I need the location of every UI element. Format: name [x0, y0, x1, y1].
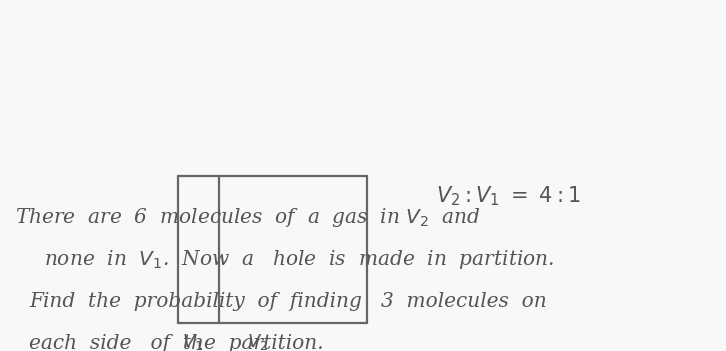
Text: none  in  $V_1$.  Now  a   hole  is  made  in  partition.: none in $V_1$. Now a hole is made in par… — [44, 248, 554, 271]
Text: Find  the  probability  of  finding   3  molecules  on: Find the probability of finding 3 molecu… — [29, 292, 547, 311]
Text: There  are  6  molecules  of  a  gas  in $V_2$  and: There are 6 molecules of a gas in $V_2$ … — [15, 206, 481, 229]
Text: each  side   of  the  partition.: each side of the partition. — [29, 335, 324, 351]
Text: $V_1$: $V_1$ — [182, 332, 203, 351]
Text: $V_2 : V_1\ =\ 4 : 1$: $V_2 : V_1\ =\ 4 : 1$ — [436, 185, 580, 208]
Text: $V_2$: $V_2$ — [247, 332, 269, 351]
